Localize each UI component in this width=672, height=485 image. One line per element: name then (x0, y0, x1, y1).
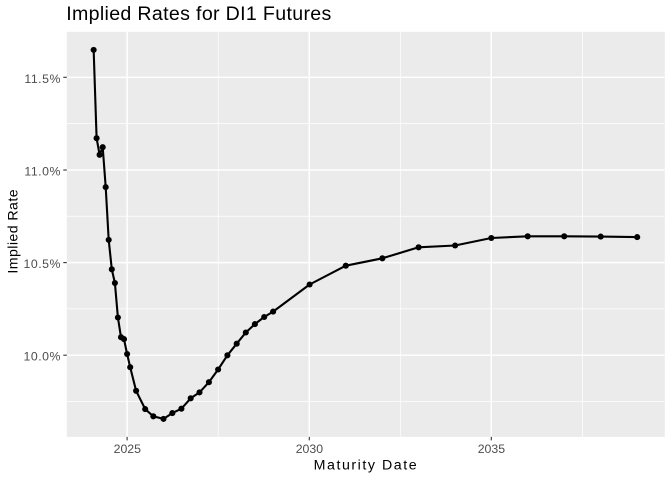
svg-text:2030: 2030 (296, 442, 324, 456)
svg-text:Maturity Date: Maturity Date (314, 457, 419, 473)
svg-text:11.5%: 11.5% (24, 72, 60, 86)
svg-text:Implied Rates for DI1 Futures: Implied Rates for DI1 Futures (66, 3, 331, 25)
svg-text:10.0%: 10.0% (24, 350, 61, 364)
svg-text:11.0%: 11.0% (24, 165, 60, 179)
svg-text:2035: 2035 (478, 442, 506, 456)
svg-text:2025: 2025 (114, 442, 142, 456)
svg-text:10.5%: 10.5% (24, 257, 61, 271)
svg-text:Implied Rate: Implied Rate (6, 189, 22, 274)
